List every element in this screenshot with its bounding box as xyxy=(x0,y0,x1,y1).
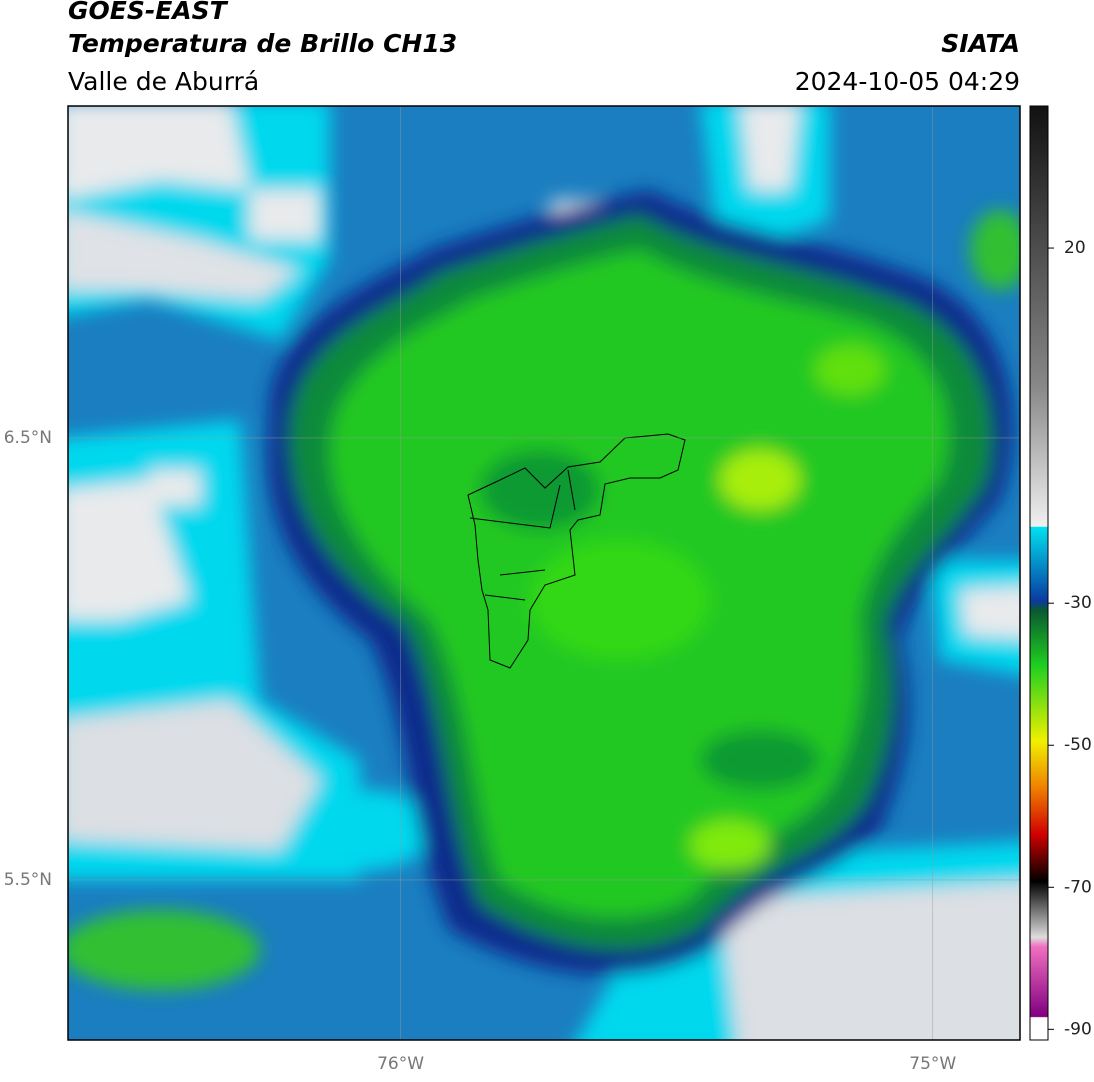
colorbar-tick-label: -70 xyxy=(1064,877,1092,897)
title: GOES-EAST xyxy=(68,0,229,25)
colorbar xyxy=(1029,105,1049,1041)
datetime: 2024-10-05 04:29 xyxy=(795,67,1020,96)
x-tick-label: 76°W xyxy=(377,1054,424,1074)
y-tick-label: 5.5°N xyxy=(4,870,52,890)
region: Valle de Aburrá xyxy=(68,67,259,96)
colorbar-tick-label: -50 xyxy=(1064,735,1092,755)
graticule xyxy=(68,106,1020,1040)
y-tick-label: 6.5°N xyxy=(4,428,52,448)
map-frame xyxy=(67,105,1021,1041)
satellite-image xyxy=(68,106,1020,1040)
subtitle: Temperatura de Brillo CH13 xyxy=(68,29,457,58)
x-tick-label: 75°W xyxy=(909,1054,956,1074)
colorbar-tick-label: 20 xyxy=(1064,238,1086,258)
source: SIATA xyxy=(941,29,1020,58)
colorbar-tick-label: -90 xyxy=(1064,1019,1092,1039)
colorbar-tick-label: -30 xyxy=(1064,593,1092,613)
